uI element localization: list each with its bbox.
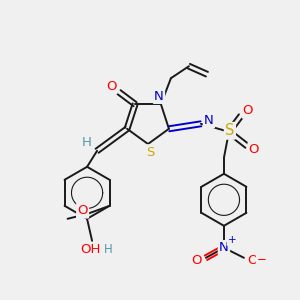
Text: S: S [146,146,154,158]
Text: N: N [154,90,164,103]
Text: H: H [82,136,92,149]
Text: O: O [77,204,88,217]
Text: N: N [204,114,214,127]
Text: H: H [104,243,112,256]
Text: O: O [192,254,202,267]
Text: OH: OH [80,243,100,256]
Text: +: + [228,235,236,245]
Text: O: O [243,104,253,117]
Text: −: − [257,253,267,266]
Text: N: N [219,241,229,254]
Text: S: S [225,123,235,138]
Text: O: O [248,254,258,267]
Text: O: O [106,80,116,93]
Text: O: O [249,143,259,156]
